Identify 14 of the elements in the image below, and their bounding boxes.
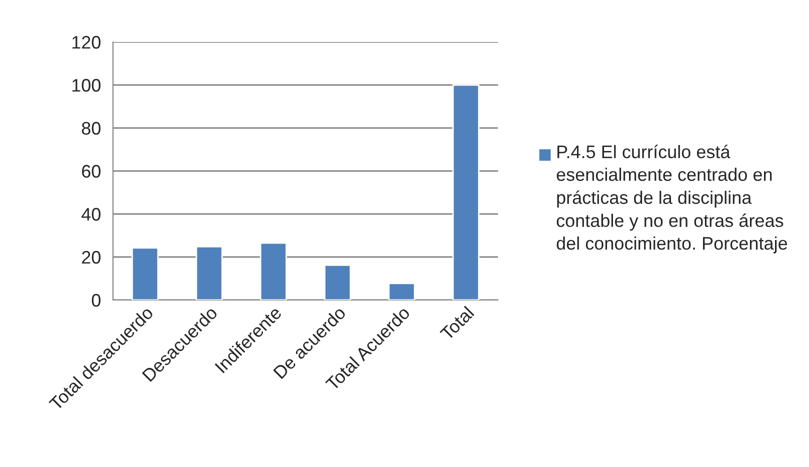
- bar: [260, 242, 287, 300]
- bar: [388, 282, 416, 300]
- y-tick-label: 80: [82, 122, 100, 135]
- bar: [324, 264, 352, 300]
- y-tick-label: 20: [82, 250, 100, 264]
- y-tick-label: 0: [92, 294, 100, 307]
- y-tick-label: 60: [82, 164, 100, 178]
- y-tick-label: 40: [82, 208, 100, 221]
- bar: [196, 246, 223, 300]
- legend-label: P.4.5 El currículo está esencialmente centrado en prácticas de la disciplina contable y no en otras áreas del conocimiento. Porcentaje: [556, 144, 788, 254]
- y-tick-label: 120: [72, 36, 100, 49]
- bar: [452, 84, 480, 300]
- y-tick-label: 100: [72, 78, 100, 92]
- bar: [132, 247, 159, 300]
